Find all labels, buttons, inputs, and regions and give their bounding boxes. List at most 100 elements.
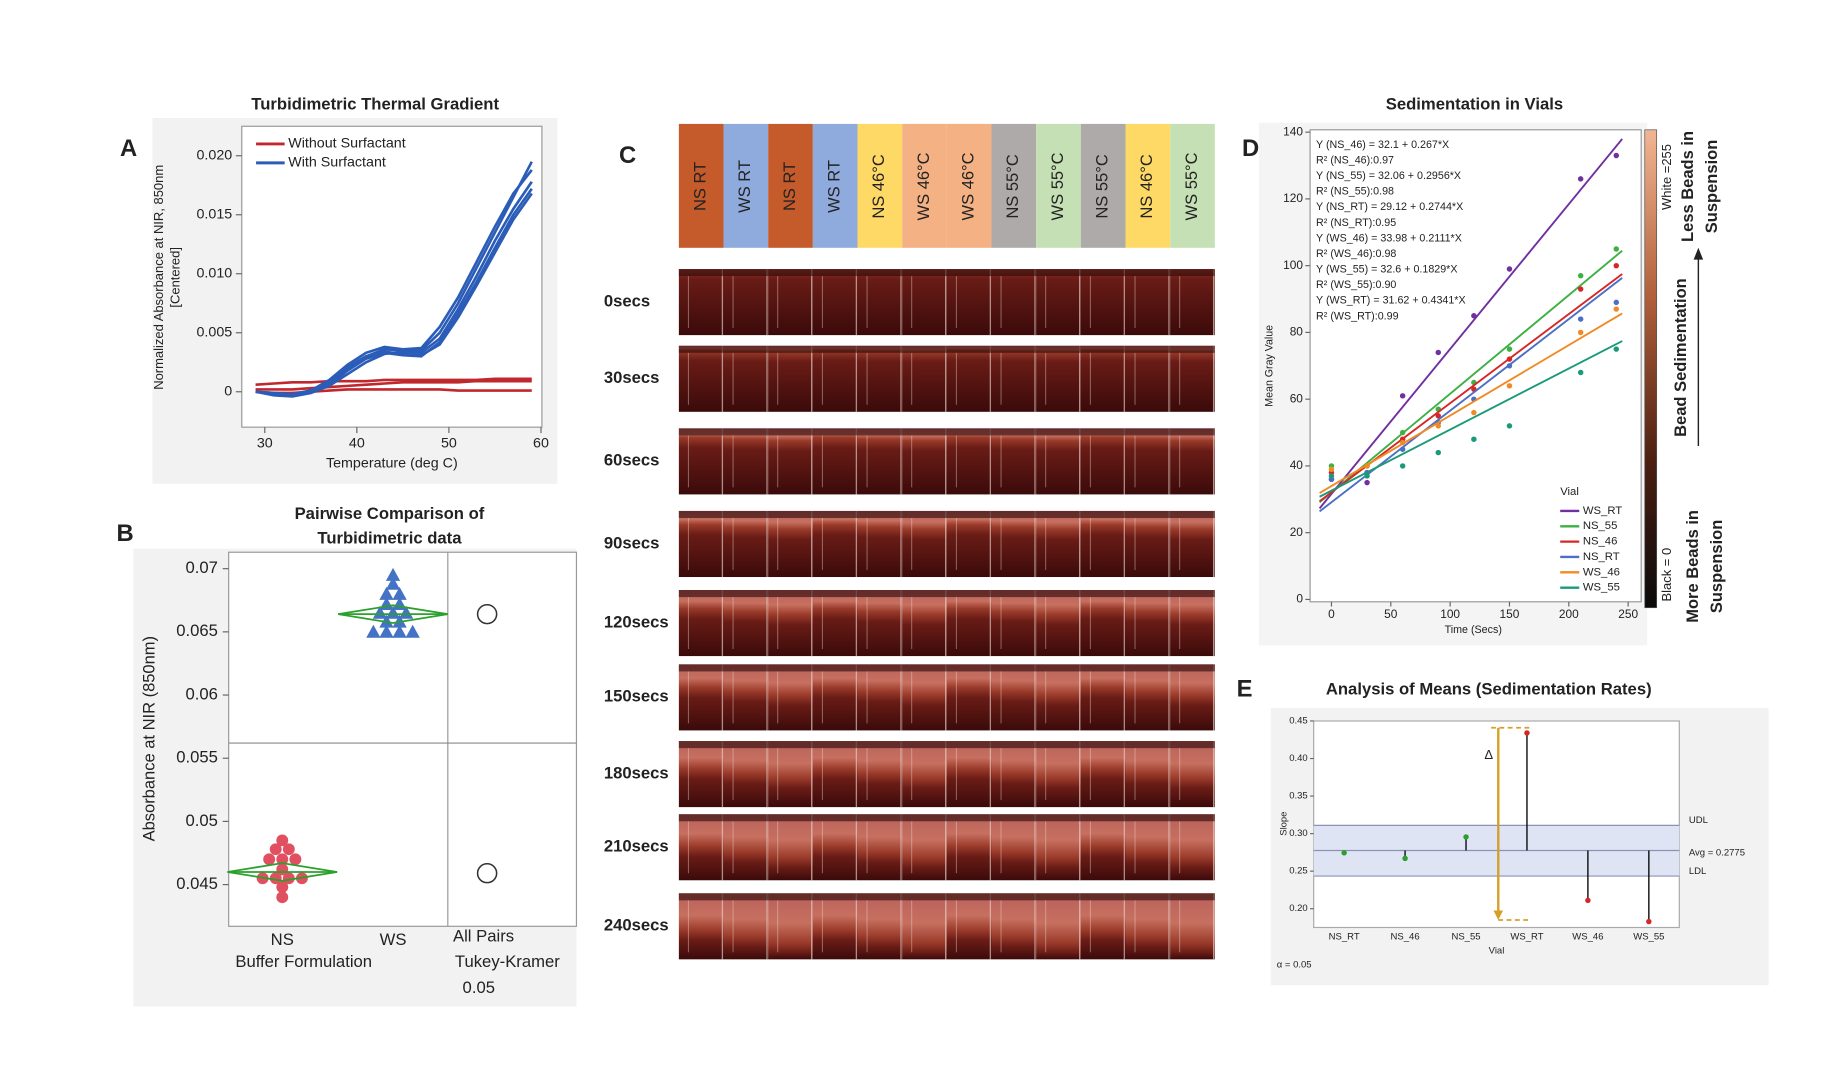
vial-photo xyxy=(723,741,769,808)
vial-photo xyxy=(991,893,1037,960)
vial-photo xyxy=(902,510,947,578)
vial-label-box xyxy=(1036,123,1081,248)
data-point xyxy=(263,853,276,866)
y-tick-label: 0.07 xyxy=(186,558,218,577)
equation: Y (WS_RT) = 31.62 + 0.4341*X xyxy=(1316,295,1466,307)
vial-photo xyxy=(946,428,992,495)
x-axis-label: Buffer Formulation xyxy=(235,952,372,971)
panel-letter: B xyxy=(116,521,133,547)
series-line xyxy=(255,379,532,391)
vial-photo xyxy=(1170,510,1215,578)
data-point xyxy=(1506,266,1513,272)
fit-line xyxy=(1318,138,1623,509)
vial-photo xyxy=(1080,893,1126,960)
vial-photo xyxy=(857,814,903,881)
vial-photo xyxy=(1036,814,1081,881)
data-point xyxy=(276,853,289,866)
x-tick-label: NS_RT xyxy=(1329,931,1360,942)
vial-photo xyxy=(946,664,992,731)
vial-label-box xyxy=(1125,123,1171,248)
vial-photo xyxy=(1080,510,1126,578)
vial-photo xyxy=(991,741,1037,808)
vial-label-box xyxy=(812,123,858,248)
data-point xyxy=(1613,306,1620,312)
y-tick-label: 0.30 xyxy=(1289,828,1308,839)
x-tick-label: WS_55 xyxy=(1633,931,1664,942)
vial-photo xyxy=(768,428,813,495)
vial-photo xyxy=(991,664,1037,731)
y-tick-label: 0.045 xyxy=(176,874,218,893)
fit-line xyxy=(1318,249,1623,504)
data-point xyxy=(1613,152,1620,159)
y-tick-label: 0.05 xyxy=(186,811,218,830)
time-label: 150secs xyxy=(604,687,669,706)
plot-area xyxy=(241,125,543,428)
vial-photo xyxy=(1125,814,1171,881)
y-tick-label: 0.020 xyxy=(196,148,232,164)
legend-label: NS_RT xyxy=(1583,551,1620,563)
vial-photo xyxy=(946,590,992,657)
arrow-head xyxy=(1693,247,1704,260)
vial-photo xyxy=(678,345,724,412)
data-point xyxy=(269,843,282,856)
panel-letter: C xyxy=(619,143,636,169)
vial-photo xyxy=(1125,345,1171,412)
vial-rim xyxy=(678,814,1215,822)
vial-label: NS 55°C xyxy=(1003,154,1022,218)
data-point xyxy=(1402,855,1408,862)
x-tick-label: 60 xyxy=(533,435,549,451)
vial-photo xyxy=(768,345,813,412)
vial-photo xyxy=(991,428,1037,495)
y-tick-label: 0.06 xyxy=(186,684,218,703)
data-point xyxy=(379,586,394,600)
vial-photo xyxy=(1036,664,1081,731)
panel-letter: D xyxy=(1242,136,1259,162)
vial-photo xyxy=(902,590,947,657)
data-point xyxy=(392,586,407,600)
data-point xyxy=(1364,463,1370,469)
vial-photo xyxy=(1125,741,1171,808)
x-tick-label: 40 xyxy=(349,435,365,451)
y-tick-label: 60 xyxy=(1290,391,1304,405)
y-tick-label: 0 xyxy=(224,384,232,400)
colorbar-annotation: More Beads in xyxy=(1683,510,1702,623)
alpha-label: α = 0.05 xyxy=(1277,960,1312,971)
data-point xyxy=(392,624,407,638)
vial-label: WS 46°C xyxy=(914,152,933,220)
vial-photo xyxy=(1080,345,1126,412)
comparison-label: All Pairs xyxy=(453,926,514,945)
vial-rim xyxy=(678,510,1215,519)
y-tick-label: 0.35 xyxy=(1289,791,1308,802)
vial-photo xyxy=(723,814,769,881)
limit-label: UDL xyxy=(1689,815,1708,826)
data-point xyxy=(1399,439,1406,446)
vial-photo xyxy=(991,269,1037,336)
vial-photo xyxy=(1170,741,1215,808)
x-tick-label: 150 xyxy=(1500,607,1520,621)
y-tick-label: 0.005 xyxy=(196,325,232,341)
chart-title: Turbidimetric Thermal Gradient xyxy=(251,94,499,113)
colorbar-label: White =255 xyxy=(1659,144,1674,210)
data-point xyxy=(1364,473,1370,479)
vial-photo xyxy=(812,814,858,881)
data-point xyxy=(282,843,295,856)
x-tick-label: WS_RT xyxy=(1510,931,1543,942)
panel-letter: E xyxy=(1237,677,1253,703)
data-point xyxy=(289,853,302,866)
time-label: 30secs xyxy=(604,368,660,387)
panel-letter: A xyxy=(120,136,137,162)
x-tick-label: WS xyxy=(380,930,407,949)
vial-photo xyxy=(1170,814,1215,881)
x-tick-label: 30 xyxy=(257,435,273,451)
vial-photo xyxy=(857,510,903,578)
vial-photo xyxy=(1036,269,1081,336)
data-point xyxy=(1364,479,1370,486)
y-tick-label: 0.055 xyxy=(176,748,218,767)
x-tick-label: 200 xyxy=(1559,607,1579,621)
vial-photo xyxy=(768,269,813,336)
data-point xyxy=(385,605,401,619)
y-tick-label: 0.010 xyxy=(196,266,232,282)
y-tick-label: 20 xyxy=(1290,525,1304,539)
vial-label: NS RT xyxy=(780,162,799,211)
data-point xyxy=(276,891,289,904)
